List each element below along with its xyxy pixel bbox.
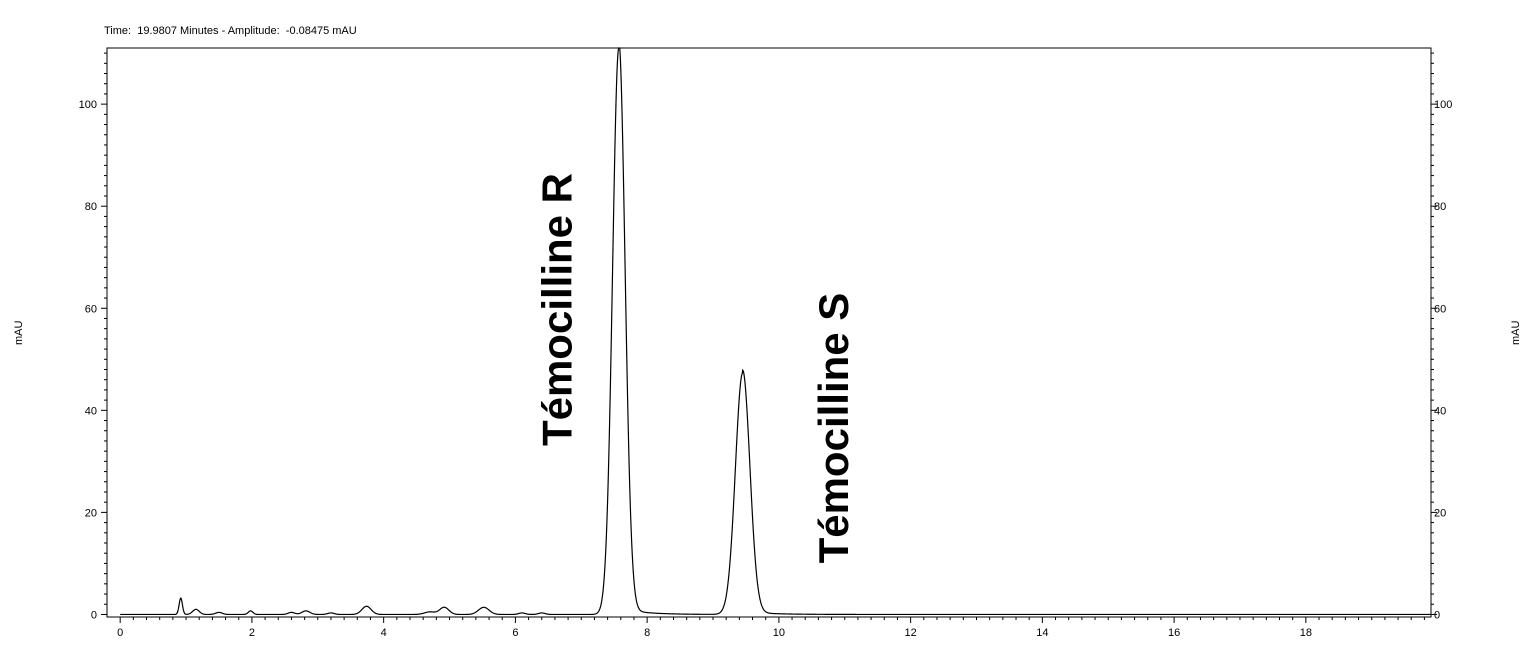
x-tick-label: 2 xyxy=(249,627,255,639)
y-tick-label-left: 80 xyxy=(85,201,97,213)
status-readout: Time: 19.9807 Minutes - Amplitude: -0.08… xyxy=(104,25,357,37)
x-tick-label: 0 xyxy=(117,627,123,639)
chromatogram-line xyxy=(120,47,1431,616)
x-tick-label: 4 xyxy=(381,627,387,639)
tick-marks: 0 0 20 20 40 40 60 60 80 80 100 100 0 2 4 6 8 10 12 14 16 18 xyxy=(79,52,1452,639)
x-tick-label: 14 xyxy=(1036,627,1048,639)
annotations: Témocilline R Témocilline S xyxy=(533,173,857,563)
x-tick-label: 16 xyxy=(1168,627,1180,639)
x-tick-label: 6 xyxy=(512,627,518,639)
y-tick-label-right: 60 xyxy=(1434,303,1446,315)
y-axis-label-right: mAU xyxy=(1510,320,1522,345)
y-tick-label-left: 0 xyxy=(91,609,97,621)
x-tick-label: 12 xyxy=(904,627,916,639)
axes xyxy=(106,47,1432,618)
trace xyxy=(120,47,1431,616)
y-tick-label-left: 100 xyxy=(79,99,97,111)
y-tick-label-left: 20 xyxy=(85,507,97,519)
y-tick-label-right: 40 xyxy=(1434,405,1446,417)
y-tick-label-right: 100 xyxy=(1434,99,1452,111)
peak-label-2: Témocilline S xyxy=(810,293,857,564)
y-tick-label-left: 40 xyxy=(85,405,97,417)
x-tick-label: 18 xyxy=(1300,627,1312,639)
y-tick-label-right: 0 xyxy=(1434,609,1440,621)
plot-frame xyxy=(106,47,1432,618)
y-axis-label-left: mAU xyxy=(13,320,25,345)
y-tick-label-right: 20 xyxy=(1434,507,1446,519)
y-tick-label-right: 80 xyxy=(1434,201,1446,213)
x-tick-label: 10 xyxy=(773,627,785,639)
y-tick-label-left: 60 xyxy=(85,303,97,315)
x-tick-label: 8 xyxy=(644,627,650,639)
peak-label-1: Témocilline R xyxy=(533,173,580,446)
